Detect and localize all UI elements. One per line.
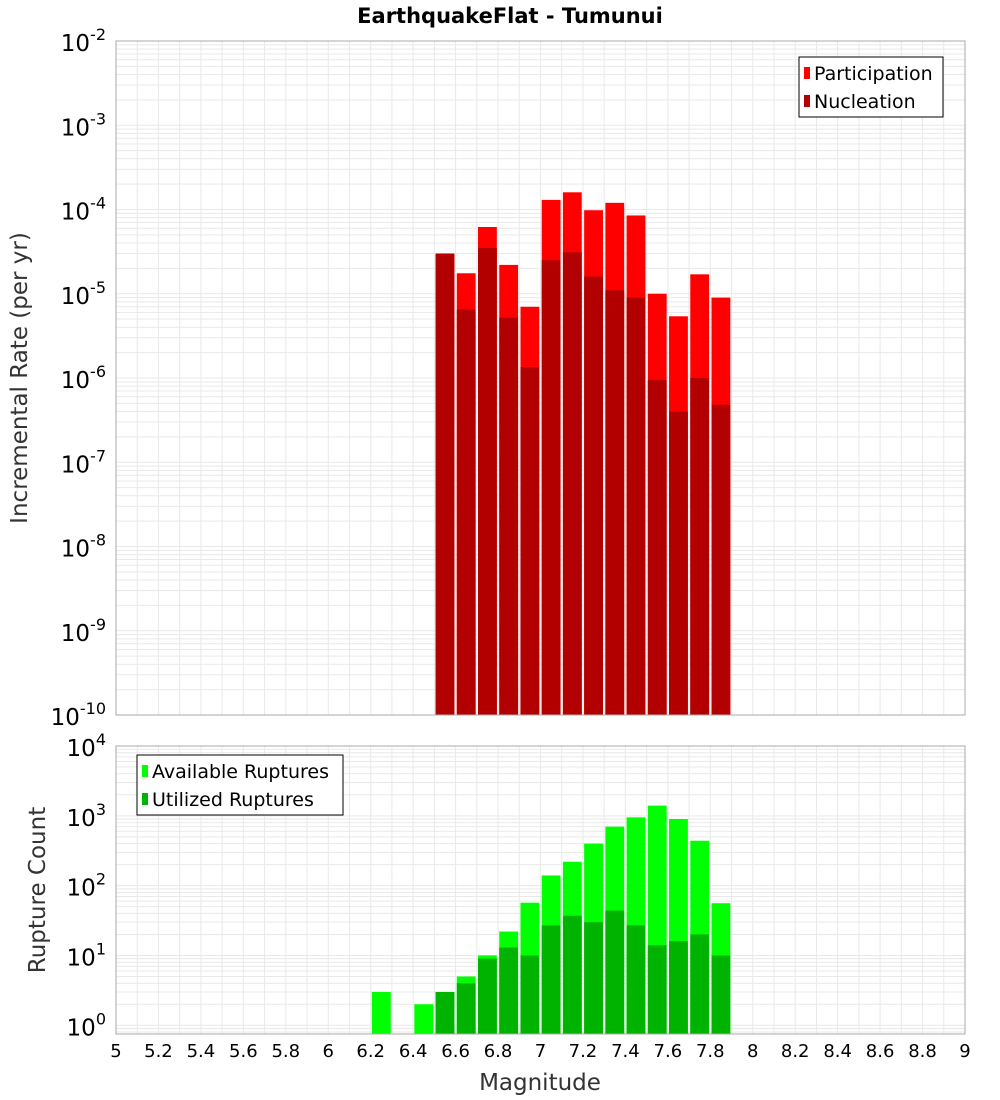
y-tick-label: 10-5 [61,278,106,310]
bar [690,378,710,715]
plot-frame [115,745,966,1035]
bar [605,910,625,1034]
y-tick-label: 10-2 [61,25,106,57]
legend-label: Available Ruptures [152,761,329,783]
x-tick-label: 5 [110,1041,121,1062]
bar [435,253,455,715]
x-tick-label: 7.8 [696,1041,725,1062]
bar [669,411,688,715]
top-y-axis-label: Incremental Rate (per yr) [7,232,33,524]
y-tick-label: 10-9 [61,615,106,647]
bar [414,1004,434,1034]
legend: Available Ruptures Utilized Ruptures [136,754,344,816]
legend-label: Nucleation [814,91,916,113]
bar [520,367,540,715]
y-tick-labels: 10-2 10-3 10-4 10-5 10-6 10-7 10-8 10-9 10-10 [51,25,106,731]
bar [435,991,455,1034]
bar [541,925,561,1034]
series-utilized-ruptures [435,910,731,1034]
x-tick-label: 6.8 [484,1041,513,1062]
x-tick-label: 7.4 [611,1041,640,1062]
bar [647,379,667,715]
y-tick-label: 100 [67,1009,106,1041]
bar [478,247,497,715]
bar [711,404,731,715]
legend-swatch [142,793,148,805]
legend-swatch [142,765,148,777]
x-tick-label: 5.8 [271,1041,300,1062]
bar [647,945,667,1034]
x-tick-label: 8.8 [908,1041,937,1062]
x-tick-label: 8 [747,1041,758,1062]
horizontal-gridlines [116,44,965,691]
series-nucleation [435,247,731,715]
bar [690,934,710,1034]
y-tick-label: 101 [67,939,106,971]
y-tick-label: 10-10 [51,699,106,731]
bar [626,925,646,1034]
x-tick-label: 5.4 [187,1041,216,1062]
y-tick-label: 10-4 [61,194,106,226]
bar [456,983,476,1034]
bar [499,317,519,715]
plot-frame [115,40,966,716]
y-tick-label: 104 [67,730,106,762]
y-tick-label: 103 [67,800,106,832]
y-tick-label: 10-8 [61,531,106,563]
legend-label: Utilized Ruptures [152,789,314,811]
x-tick-label: 6.6 [441,1041,470,1062]
x-tick-label: 9 [959,1041,970,1062]
bottom-y-axis-label: Rupture Count [25,807,51,973]
x-tick-label: 7.2 [569,1041,598,1062]
y-tick-label: 10-6 [61,362,106,394]
bar [711,955,731,1034]
horizontal-gridlines [116,748,965,1033]
legend-label: Participation [814,63,933,85]
bar [456,309,476,715]
bar [626,297,646,715]
legend-box [136,754,344,816]
bar [562,915,582,1034]
x-tick-labels: 5 5.2 5.4 5.6 5.8 6 6.2 6.4 6.6 6.8 7 7.2 7.4 7.6 7.8 8… [110,1041,970,1062]
legend-box [798,56,944,118]
bar [669,941,688,1034]
x-tick-label: 8.2 [781,1041,810,1062]
bar [371,991,391,1034]
x-tick-label: 8.6 [866,1041,895,1062]
x-tick-label: 6 [323,1041,334,1062]
x-tick-label: 7 [535,1041,546,1062]
bar [584,276,603,715]
y-tick-label: 10-7 [61,446,106,478]
y-tick-label: 10-3 [61,109,106,141]
bar [478,958,497,1034]
bar [499,947,519,1034]
x-axis-label: Magnitude [479,1070,601,1096]
legend-swatch [804,95,810,107]
chart-title: EarthquakeFlat - Tumunui [357,4,663,28]
x-tick-label: 8.4 [823,1041,852,1062]
bar [605,290,625,715]
x-tick-label: 7.6 [654,1041,683,1062]
x-tick-label: 5.6 [229,1041,258,1062]
bar [562,252,582,715]
top-plot-area: 10-2 10-3 10-4 10-5 10-6 10-7 10-8 10-9 10-10 Par… [51,25,966,731]
bar [584,922,603,1034]
y-tick-label: 102 [67,870,106,902]
bar [520,955,540,1034]
legend-swatch [804,67,810,79]
legend: Participation Nucleation [798,56,944,118]
x-tick-label: 6.2 [356,1041,385,1062]
y-tick-labels: 104 103 102 101 100 [67,730,106,1041]
bar [541,260,561,715]
x-tick-label: 6.4 [399,1041,428,1062]
x-tick-label: 5.2 [144,1041,173,1062]
